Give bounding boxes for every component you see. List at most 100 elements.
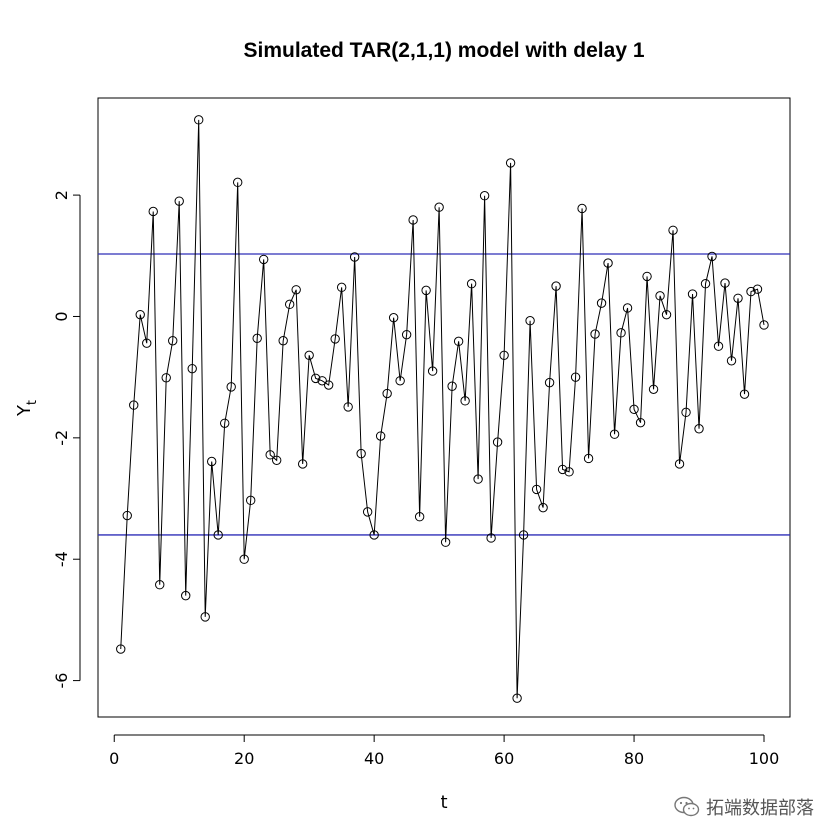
data-point-22 — [252, 333, 262, 344]
data-point-31 — [310, 373, 321, 384]
x-tick-label-60: 60 — [494, 749, 514, 768]
data-point-82 — [642, 271, 652, 282]
data-point-33 — [323, 380, 334, 390]
data-point-11 — [181, 590, 191, 601]
data-point-16 — [213, 530, 223, 540]
x-tick-label-80: 80 — [624, 749, 644, 768]
series-polyline — [120, 119, 765, 699]
data-point-47 — [414, 512, 425, 522]
data-point-69 — [557, 464, 568, 475]
data-point-34 — [330, 334, 340, 344]
data-point-59 — [492, 437, 503, 447]
y-axis-label: Yt — [14, 400, 40, 417]
data-point-77 — [609, 429, 620, 439]
data-point-25 — [271, 455, 282, 465]
data-point-13 — [194, 115, 204, 125]
x-tick-label-20: 20 — [234, 749, 254, 768]
y-tick-label-2: 2 — [52, 190, 71, 200]
data-point-56 — [473, 474, 483, 484]
data-point-29 — [297, 459, 308, 469]
x-tick-label-100: 100 — [749, 749, 780, 768]
data-point-100 — [759, 320, 769, 330]
data-point-98 — [746, 286, 756, 297]
data-point-99 — [752, 284, 763, 294]
data-point-7 — [155, 580, 165, 590]
data-point-97 — [739, 389, 750, 399]
series-line — [120, 119, 765, 699]
data-point-68 — [551, 281, 561, 291]
data-point-35 — [336, 282, 347, 293]
x-axis-label: t — [440, 792, 447, 813]
data-point-80 — [629, 404, 639, 415]
data-point-2 — [122, 510, 132, 521]
data-point-93 — [713, 341, 724, 351]
data-point-84 — [655, 291, 665, 301]
data-point-54 — [460, 396, 470, 406]
data-point-42 — [382, 388, 392, 399]
data-point-79 — [622, 303, 633, 313]
data-point-48 — [421, 285, 431, 296]
data-point-95 — [726, 356, 737, 366]
y-axis: -6 -4 -2 0 2 — [52, 190, 81, 689]
data-point-81 — [635, 417, 646, 428]
data-point-94 — [720, 278, 730, 288]
data-point-50 — [434, 202, 444, 212]
data-point-85 — [661, 309, 672, 320]
data-point-55 — [466, 279, 477, 289]
data-point-27 — [284, 299, 295, 310]
x-tick-label-0: 0 — [109, 749, 119, 768]
data-point-64 — [525, 316, 535, 326]
data-point-76 — [603, 258, 613, 268]
data-point-38 — [356, 448, 366, 459]
data-point-49 — [427, 366, 438, 376]
data-point-18 — [226, 382, 236, 392]
data-point-21 — [245, 495, 256, 506]
data-point-45 — [401, 329, 412, 340]
y-tick-label--2: -2 — [52, 430, 71, 446]
data-point-83 — [648, 384, 659, 394]
data-point-14 — [200, 612, 210, 622]
data-point-10 — [174, 196, 184, 206]
data-point-87 — [674, 459, 685, 469]
data-point-58 — [486, 533, 496, 543]
y-axis-label-main: Y — [14, 404, 35, 417]
data-point-72 — [577, 203, 587, 214]
data-point-40 — [369, 530, 379, 540]
data-point-52 — [447, 381, 457, 391]
data-point-67 — [544, 377, 555, 388]
x-axis: 0 20 40 60 80 100 — [109, 734, 780, 768]
data-point-20 — [239, 554, 249, 564]
y-tick-label--6: -6 — [52, 673, 71, 689]
data-point-17 — [220, 418, 230, 428]
data-point-41 — [375, 431, 386, 441]
data-point-5 — [142, 338, 152, 348]
data-point-86 — [668, 225, 678, 235]
data-point-19 — [232, 177, 243, 188]
data-point-30 — [304, 350, 314, 361]
data-point-46 — [408, 215, 418, 225]
watermark: 拓端数据部落 — [674, 794, 814, 820]
watermark-text: 拓端数据部落 — [706, 798, 814, 819]
data-point-96 — [733, 293, 743, 303]
y-tick-label-0: 0 — [52, 311, 71, 321]
y-tick-label--4: -4 — [52, 551, 71, 567]
data-point-32 — [317, 376, 327, 386]
chart-title: Simulated TAR(2,1,1) model with delay 1 — [243, 39, 644, 62]
data-point-37 — [349, 252, 360, 262]
plot-frame — [97, 97, 791, 718]
data-point-23 — [258, 254, 269, 265]
data-point-90 — [694, 424, 704, 434]
data-point-60 — [499, 350, 509, 361]
data-point-71 — [570, 372, 581, 382]
data-point-51 — [440, 537, 451, 547]
data-point-36 — [343, 402, 353, 412]
data-point-24 — [265, 450, 275, 460]
data-point-62 — [512, 693, 522, 703]
data-point-89 — [687, 289, 698, 299]
data-point-88 — [681, 407, 691, 418]
data-point-6 — [148, 206, 158, 217]
data-point-65 — [531, 484, 542, 495]
data-point-28 — [291, 285, 301, 295]
data-point-1 — [116, 644, 126, 654]
